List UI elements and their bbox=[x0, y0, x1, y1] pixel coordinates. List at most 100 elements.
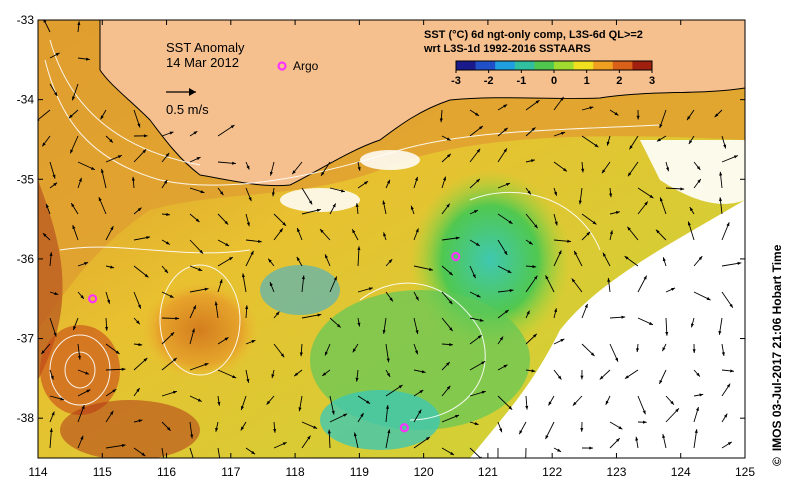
current-vector-head bbox=[727, 441, 732, 446]
current-vector-head bbox=[642, 410, 646, 415]
x-tick-label: 116 bbox=[157, 465, 176, 479]
current-vector-head bbox=[527, 190, 531, 195]
current-vector-head bbox=[117, 155, 122, 159]
x-tick-label: 123 bbox=[606, 465, 626, 479]
colorbar-segment bbox=[593, 61, 614, 70]
current-vector-head bbox=[429, 267, 433, 271]
current-vector-head bbox=[554, 308, 558, 313]
current-vector-head bbox=[526, 310, 530, 315]
current-vector-head bbox=[594, 143, 599, 148]
current-vector-head bbox=[172, 390, 177, 394]
current-vector-head bbox=[503, 148, 507, 153]
current-vector-head bbox=[333, 276, 337, 281]
current-vector-head bbox=[524, 459, 527, 463]
current-vector-head bbox=[590, 352, 595, 357]
current-vector-head bbox=[425, 436, 430, 441]
y-axis: -33-34-35-36-37-38 bbox=[17, 13, 745, 425]
current-vector-head bbox=[54, 92, 58, 97]
current-vector-head bbox=[273, 428, 277, 433]
current-vector-head bbox=[386, 358, 390, 363]
current-vector-head bbox=[215, 427, 219, 432]
current-vector-head bbox=[671, 287, 676, 291]
current-vector-head bbox=[121, 367, 126, 371]
current-vector-head bbox=[292, 170, 296, 175]
current-vector-head bbox=[232, 375, 237, 379]
current-vector-head bbox=[136, 320, 140, 325]
current-vector-head bbox=[662, 257, 666, 262]
x-tick-label: 124 bbox=[671, 465, 691, 479]
current-vector-head bbox=[699, 393, 704, 397]
current-vector-head bbox=[509, 289, 514, 293]
current-vector-head bbox=[191, 328, 195, 333]
current-vector-head bbox=[475, 112, 479, 116]
current-vector-head bbox=[50, 375, 54, 380]
current-vector-head bbox=[567, 239, 572, 243]
current-vector-head bbox=[503, 104, 508, 108]
current-vector-head bbox=[629, 145, 633, 150]
current-vector-head bbox=[121, 444, 126, 448]
warm-west-patch bbox=[38, 180, 63, 380]
current-vector-head bbox=[589, 106, 594, 110]
current-vector-head bbox=[200, 190, 205, 194]
current-vector-head bbox=[110, 226, 114, 231]
current-vector-head bbox=[298, 407, 302, 412]
current-vector-head bbox=[193, 131, 198, 135]
argo-legend-label: Argo bbox=[293, 59, 319, 73]
current-vector-head bbox=[55, 52, 60, 56]
current-vector-head bbox=[77, 355, 82, 360]
current-vector-head bbox=[448, 300, 453, 305]
current-vector-head bbox=[136, 388, 140, 392]
current-vector-head bbox=[476, 294, 481, 298]
current-vector-head bbox=[352, 348, 357, 353]
contour-line bbox=[59, 246, 251, 254]
current-vector-head bbox=[53, 332, 57, 337]
current-vector-head bbox=[615, 211, 620, 215]
argo-legend-icon bbox=[277, 61, 287, 71]
current-vector-head bbox=[251, 340, 256, 344]
current-vector-head bbox=[730, 369, 735, 373]
current-vector-head bbox=[137, 123, 141, 128]
current-vector-head bbox=[656, 138, 661, 142]
contour-line bbox=[159, 264, 241, 376]
current-vector-head bbox=[680, 187, 685, 191]
current-vector-head bbox=[580, 428, 584, 432]
current-vector-head bbox=[240, 406, 244, 411]
current-vector-head bbox=[269, 282, 273, 287]
current-vector-head bbox=[449, 327, 453, 332]
x-tick-label: 119 bbox=[350, 465, 369, 479]
contour-line bbox=[64, 351, 96, 389]
current-vector-head bbox=[696, 372, 700, 377]
current-vector-head bbox=[282, 222, 287, 226]
argo-float-3 bbox=[399, 423, 409, 433]
warm-patch-south bbox=[60, 400, 200, 458]
current-vector-head bbox=[599, 375, 604, 380]
current-vector-head bbox=[197, 398, 202, 402]
current-vector-head bbox=[601, 169, 606, 174]
current-vector-head bbox=[112, 389, 117, 393]
colorbar-tick-label: 1 bbox=[584, 75, 590, 87]
current-vector-head bbox=[530, 159, 535, 163]
current-vector-head bbox=[46, 203, 49, 208]
y-tick-label: -36 bbox=[17, 252, 35, 266]
current-vector-head bbox=[163, 179, 168, 184]
current-vector-head bbox=[389, 297, 393, 302]
current-vector-head bbox=[696, 166, 701, 170]
current-vector-head bbox=[572, 401, 577, 406]
current-vector-head bbox=[331, 410, 335, 415]
current-vector-head bbox=[475, 242, 480, 246]
contour-line bbox=[49, 39, 201, 166]
current-vector-head bbox=[476, 148, 481, 153]
current-vector-head bbox=[534, 224, 538, 229]
current-vector-head bbox=[169, 294, 174, 298]
current-vector-head bbox=[51, 411, 55, 416]
current-vector-head bbox=[165, 241, 170, 245]
current-vector-head bbox=[219, 279, 223, 284]
current-vector-head bbox=[105, 326, 109, 331]
current-vector-head bbox=[688, 140, 693, 144]
current-vector-head bbox=[561, 131, 566, 135]
current-vector-head bbox=[53, 182, 58, 187]
current-vector-head bbox=[368, 287, 373, 291]
x-axis: 114 115 116 117 118 119 120 121 122 123 124 125 bbox=[28, 20, 755, 479]
current-vector-head bbox=[250, 250, 254, 255]
